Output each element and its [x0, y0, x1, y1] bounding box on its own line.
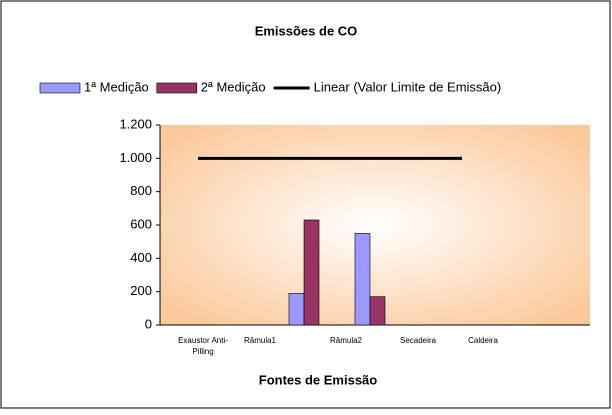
plot-area [160, 125, 590, 325]
y-tick-label: 600 [130, 216, 152, 231]
y-tick-label: 1.000 [119, 150, 152, 165]
y-tick-label: 1.200 [119, 116, 152, 131]
x-tick-label: Râmula2 [330, 336, 363, 345]
x-axis-label: Fontes de Emissão [259, 372, 378, 387]
y-tick-label: 0 [145, 316, 152, 331]
x-tick-label: Exaustor Anti-Pilling [178, 336, 228, 356]
chart-title: Emissões de CO [255, 23, 358, 38]
legend-label: 2ª Medição [201, 79, 266, 94]
legend-label: Linear (Valor Limite de Emissão) [314, 79, 502, 94]
x-tick-label: Caldeira [468, 336, 498, 345]
y-tick-label: 800 [130, 183, 152, 198]
x-tick-label: Râmula1 [244, 336, 277, 345]
bar [354, 233, 371, 326]
legend-swatch [156, 82, 198, 94]
bar [288, 293, 305, 326]
bar [303, 219, 320, 326]
bar [369, 296, 386, 326]
y-tick-label: 200 [130, 283, 152, 298]
y-tick-label: 400 [130, 250, 152, 265]
legend-label: 1ª Medição [84, 79, 149, 94]
x-tick-label: Secadeira [400, 336, 437, 345]
legend: 1ª Medição 2ª Medição Linear (Valor Limite… [39, 79, 502, 94]
legend-swatch [39, 82, 81, 94]
